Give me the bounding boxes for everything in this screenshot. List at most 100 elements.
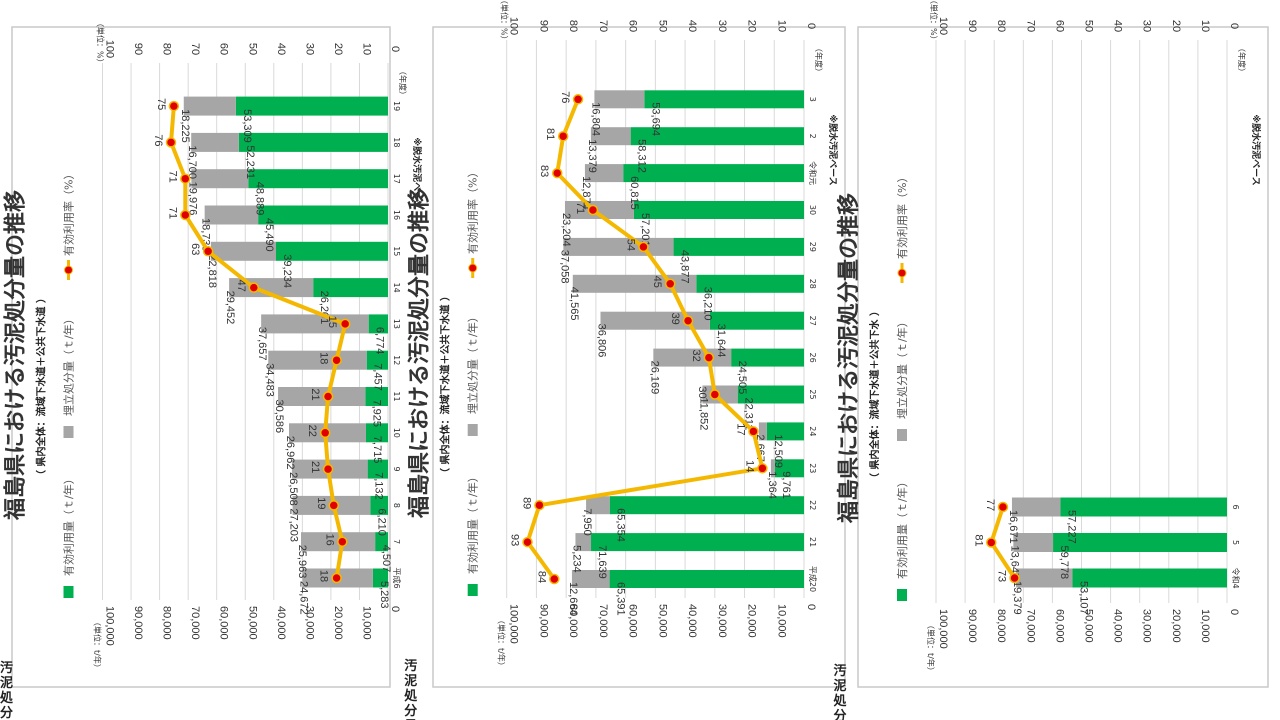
bar-effective bbox=[623, 164, 804, 183]
category-label: 26 bbox=[808, 353, 817, 363]
category-label: 平成20 bbox=[808, 566, 818, 592]
chart-title: 福島県における汚泥処分量の推移 bbox=[407, 188, 433, 519]
rate-point bbox=[997, 501, 1009, 513]
rate-point bbox=[709, 389, 721, 400]
rate-data-label: 73 bbox=[996, 570, 1008, 582]
bar-effective bbox=[609, 496, 804, 515]
legend-swatch bbox=[467, 584, 478, 596]
value-tick-label: 0 bbox=[805, 604, 817, 610]
rate-point bbox=[572, 94, 584, 105]
landfill-data-label: 22,818 bbox=[206, 254, 218, 288]
value-tick-label: 50,000 bbox=[1083, 609, 1095, 643]
rate-data-label: 71 bbox=[574, 202, 586, 214]
category-label: 15 bbox=[392, 246, 401, 256]
effective-data-label: 39,234 bbox=[281, 254, 293, 288]
rate-point bbox=[180, 209, 191, 221]
category-label: 7 bbox=[392, 539, 401, 544]
rate-tick-label: 10 bbox=[1199, 20, 1211, 32]
value-tick-label: 0 bbox=[1228, 609, 1240, 615]
rate-tick-label: 60 bbox=[627, 20, 639, 32]
bar-landfill bbox=[575, 533, 592, 552]
rate-point bbox=[664, 278, 676, 290]
landfill-data-label: 26,169 bbox=[648, 361, 660, 395]
rate-tick-label: 50 bbox=[246, 43, 258, 55]
bar-landfill bbox=[572, 274, 697, 293]
bar-effective bbox=[258, 205, 388, 225]
rate-data-label: 39 bbox=[669, 313, 681, 325]
chart-title: 福島県における汚泥処分量の推移 bbox=[3, 190, 29, 521]
rate-line bbox=[525, 98, 765, 581]
value-tick-label: 70,000 bbox=[597, 604, 609, 638]
effective-data-label: 9,761 bbox=[780, 471, 792, 499]
rate-tick-label: 40 bbox=[275, 43, 287, 55]
landfill-data-label: 37,657 bbox=[256, 327, 268, 361]
bar-effective bbox=[774, 459, 804, 478]
effective-data-label: 7,925 bbox=[370, 400, 382, 428]
rate-point bbox=[682, 315, 694, 326]
rate-data-label: 14 bbox=[743, 460, 755, 472]
bar-landfill bbox=[590, 127, 631, 146]
bar-effective bbox=[644, 90, 804, 109]
rate-point bbox=[587, 204, 599, 216]
landfill-data-label: 25,963 bbox=[296, 545, 308, 579]
rate-data-label: 17 bbox=[734, 423, 746, 435]
bar-landfill bbox=[594, 90, 645, 109]
rate-tick-label: 70 bbox=[1024, 20, 1036, 32]
value-tick-label: 80,000 bbox=[995, 609, 1007, 643]
effective-data-label: 31,644 bbox=[715, 324, 727, 358]
rate-data-label: 77 bbox=[984, 499, 996, 511]
bar-effective bbox=[737, 385, 804, 404]
rate-data-label: 71 bbox=[166, 171, 178, 183]
landfill-data-label: 27,203 bbox=[288, 508, 300, 542]
bar-effective bbox=[238, 132, 388, 152]
effective-data-label: 24,505 bbox=[736, 361, 748, 395]
value-tick-label: 10,000 bbox=[775, 604, 787, 638]
bar-landfill bbox=[261, 314, 369, 334]
value-tick-label: 80,000 bbox=[567, 604, 579, 638]
effective-data-label: 48,889 bbox=[253, 182, 265, 216]
bar-effective bbox=[1072, 568, 1227, 588]
category-label: 30 bbox=[808, 205, 817, 215]
value-tick-label: 10,000 bbox=[1199, 609, 1211, 643]
legend-swatch bbox=[63, 426, 74, 438]
category-label: 9 bbox=[392, 467, 401, 472]
y-axis-label: 汚泥処分量 bbox=[0, 660, 14, 720]
value-tick-label: 80,000 bbox=[161, 606, 173, 640]
rate-point bbox=[638, 241, 649, 253]
rate-data-label: 76 bbox=[559, 91, 571, 103]
rate-tick-label: 30 bbox=[303, 43, 315, 55]
rate-data-label: 81 bbox=[544, 128, 556, 140]
effective-data-label: 58,312 bbox=[636, 139, 648, 173]
value-tick-label: 90,000 bbox=[966, 609, 978, 643]
value-tick-label: 100,000 bbox=[937, 609, 949, 649]
rate-tick-label: 20 bbox=[332, 43, 344, 55]
rate-point bbox=[331, 354, 342, 366]
bar-effective bbox=[313, 278, 388, 298]
landfill-data-label: 19,976 bbox=[186, 182, 198, 216]
bar-effective bbox=[696, 274, 804, 293]
category-label: 8 bbox=[392, 503, 401, 508]
rate-data-label: 19 bbox=[315, 497, 327, 509]
legend-swatch bbox=[63, 586, 74, 598]
category-label: 17 bbox=[392, 174, 401, 184]
value-tick-label: 100,000 bbox=[508, 604, 520, 644]
effective-data-label: 43,877 bbox=[679, 250, 691, 284]
rate-tick-label: 0 bbox=[805, 23, 817, 29]
effective-data-label: 36,210 bbox=[701, 287, 713, 321]
rate-data-label: 71 bbox=[166, 207, 178, 219]
rate-data-label: 22 bbox=[306, 425, 318, 437]
effective-data-label: 12,509 bbox=[772, 434, 784, 468]
bar-effective bbox=[766, 422, 804, 441]
effective-data-label: 7,132 bbox=[373, 472, 385, 500]
rate-tick-label: 10 bbox=[360, 43, 372, 55]
bar-effective bbox=[709, 311, 804, 330]
rate-tick-label: 80 bbox=[995, 20, 1007, 32]
legend-entry: 有効利用率（%） bbox=[62, 169, 76, 256]
rate-point bbox=[522, 536, 533, 548]
value-tick-label: 20,000 bbox=[332, 606, 344, 640]
landfill-data-label: 5,234 bbox=[570, 545, 582, 573]
landfill-data-label: 16,700 bbox=[186, 145, 198, 179]
rate-point bbox=[168, 100, 180, 112]
bar-landfill bbox=[571, 570, 610, 588]
